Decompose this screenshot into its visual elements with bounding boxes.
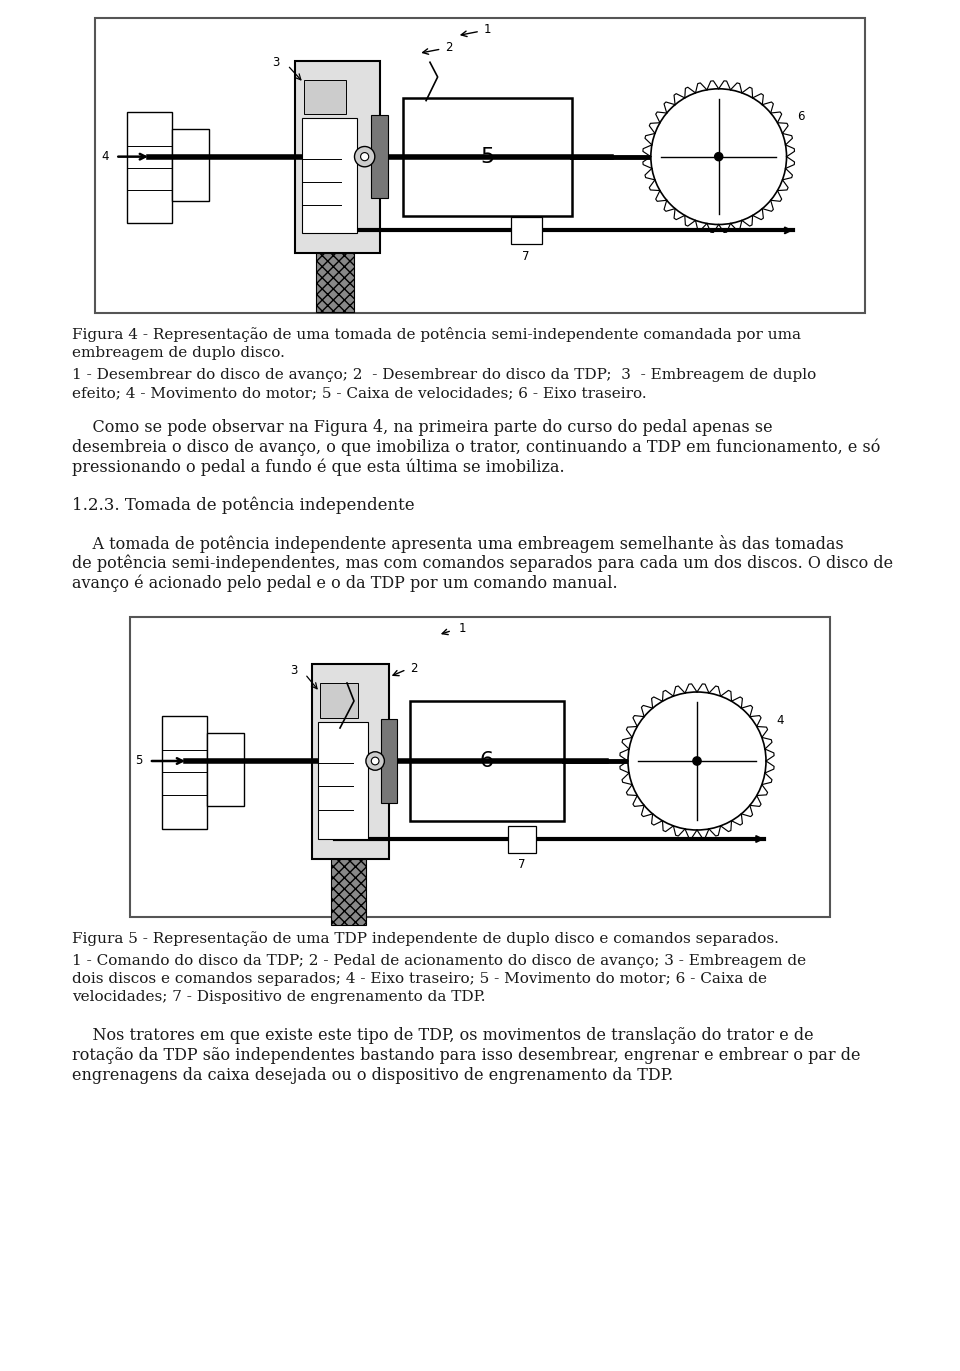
Bar [302, 118, 357, 233]
Text: 1 - Comando do disco da TDP; 2 - Pedal de acionamento do disco de avanço; 3 - Em: 1 - Comando do disco da TDP; 2 - Pedal d… [72, 953, 806, 968]
Text: 4: 4 [777, 713, 784, 727]
Text: efeito; 4 - Movimento do motor; 5 - Caixa de velocidades; 6 - Eixo traseiro.: efeito; 4 - Movimento do motor; 5 - Caix… [72, 387, 647, 400]
Text: de potência semi-independentes, mas com comandos separados para cada um dos disc: de potência semi-independentes, mas com … [72, 555, 893, 573]
Circle shape [354, 147, 374, 167]
Bar [95, 18, 865, 313]
Text: 5: 5 [134, 754, 142, 768]
Circle shape [361, 152, 369, 160]
Text: 1.2.3. Tomada de potência independente: 1.2.3. Tomada de potência independente [72, 498, 415, 514]
Circle shape [366, 751, 384, 771]
Text: 3: 3 [273, 56, 279, 69]
Text: A tomada de potência independente apresenta uma embreagem semelhante às das toma: A tomada de potência independente aprese… [72, 535, 844, 553]
Text: engrenagens da caixa desejada ou o dispositivo de engrenamento da TDP.: engrenagens da caixa desejada ou o dispo… [72, 1067, 673, 1084]
Text: Como se pode observar na Figura 4, na primeira parte do curso do pedal apenas se: Como se pode observar na Figura 4, na pr… [72, 420, 773, 436]
Bar [410, 701, 564, 821]
Text: dois discos e comandos separados; 4 - Eixo traseiro; 5 - Movimento do motor; 6 -: dois discos e comandos separados; 4 - Ei… [72, 972, 767, 986]
Text: velocidades; 7 - Dispositivo de engrenamento da TDP.: velocidades; 7 - Dispositivo de engrenam… [72, 990, 486, 1005]
Text: 6: 6 [797, 110, 804, 123]
Text: 6: 6 [480, 751, 494, 771]
Bar [296, 60, 380, 252]
Bar [320, 683, 358, 718]
Bar [372, 115, 389, 197]
Bar [317, 252, 354, 311]
Text: rotação da TDP são independentes bastando para isso desembrear, engrenar e embre: rotação da TDP são independentes bastand… [72, 1047, 860, 1064]
Bar [128, 112, 172, 223]
Bar [130, 617, 830, 917]
Bar [161, 716, 207, 828]
Text: 5: 5 [481, 147, 494, 167]
Bar [381, 718, 396, 803]
Bar [303, 80, 346, 114]
Circle shape [693, 757, 701, 765]
Circle shape [714, 152, 723, 160]
Text: 1: 1 [459, 622, 467, 636]
Bar [508, 825, 536, 853]
Bar [207, 733, 244, 806]
Text: 7: 7 [518, 858, 526, 872]
Text: Figura 4 - Representação de uma tomada de potência semi-independente comandada p: Figura 4 - Representação de uma tomada d… [72, 328, 801, 341]
Text: Figura 5 - Representação de uma TDP independente de duplo disco e comandos separ: Figura 5 - Representação de uma TDP inde… [72, 931, 779, 946]
Bar [511, 217, 541, 244]
Text: embreagem de duplo disco.: embreagem de duplo disco. [72, 345, 285, 359]
Bar [318, 723, 369, 839]
Bar [312, 664, 389, 858]
Bar [403, 97, 572, 215]
Text: 2: 2 [410, 661, 418, 675]
Text: 2: 2 [445, 41, 453, 53]
Bar [172, 129, 208, 202]
Text: avanço é acionado pelo pedal e o da TDP por um comando manual.: avanço é acionado pelo pedal e o da TDP … [72, 574, 617, 592]
Circle shape [628, 692, 766, 829]
Text: 1 - Desembrear do disco de avanço; 2  - Desembrear do disco da TDP;  3  - Embrea: 1 - Desembrear do disco de avanço; 2 - D… [72, 367, 816, 383]
Circle shape [372, 757, 379, 765]
Bar [331, 858, 366, 924]
Text: 3: 3 [291, 665, 298, 677]
Text: Nos tratores em que existe este tipo de TDP, os movimentos de translação do trat: Nos tratores em que existe este tipo de … [72, 1027, 814, 1043]
Text: 1: 1 [484, 23, 492, 36]
Circle shape [651, 89, 786, 225]
Text: 7: 7 [522, 250, 530, 263]
Text: pressionando o pedal a fundo é que esta última se imobiliza.: pressionando o pedal a fundo é que esta … [72, 459, 564, 477]
Text: 4: 4 [101, 151, 108, 163]
Text: desembreia o disco de avanço, o que imobiliza o trator, continuando a TDP em fun: desembreia o disco de avanço, o que imob… [72, 439, 880, 457]
